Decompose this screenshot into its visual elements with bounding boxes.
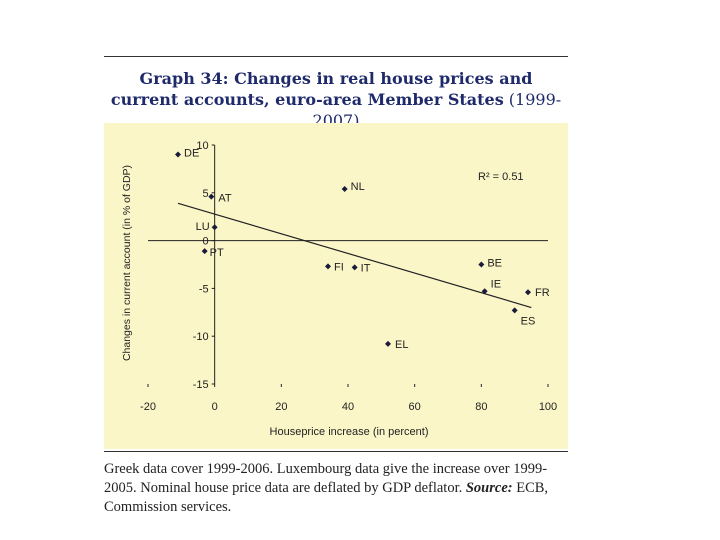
point-label-fi: FI — [334, 261, 344, 273]
x-tick-label: 40 — [342, 401, 354, 413]
point-label-ie: IE — [491, 278, 501, 290]
y-tick-label: -5 — [199, 283, 209, 295]
point-label-fr: FR — [535, 287, 550, 299]
y-tick-label: 10 — [196, 140, 208, 152]
scatter-chart: Changes in current account (in % of GDP)… — [121, 140, 557, 438]
x-tick-label: 0 — [212, 401, 218, 413]
data-point-be — [478, 261, 485, 268]
data-point-lu — [211, 224, 218, 231]
point-label-nl: NL — [351, 181, 365, 193]
trend-line — [177, 202, 532, 309]
point-label-de: DE — [184, 148, 199, 160]
x-axis-label: Houseprice increase (in percent) — [270, 426, 429, 438]
data-point-de — [175, 151, 181, 158]
data-point-es — [511, 307, 518, 314]
data-point-nl — [341, 185, 348, 192]
y-tick-label: 5 — [203, 188, 209, 200]
source-label: Source: — [465, 480, 513, 496]
figure-title: Graph 34: Changes in real house prices a… — [104, 68, 568, 131]
x-tick-label: 60 — [409, 401, 421, 413]
data-point-it — [351, 264, 358, 271]
data-point-at — [208, 193, 215, 200]
x-tick-label: 20 — [275, 401, 287, 413]
point-label-be: BE — [487, 258, 502, 270]
top-rule — [104, 56, 568, 57]
point-label-pt: PT — [210, 247, 224, 259]
data-point-el — [385, 340, 391, 347]
bottom-rule — [104, 451, 568, 452]
y-axis-label: Changes in current account (in % of GDP) — [121, 165, 133, 361]
point-label-at: AT — [218, 193, 232, 205]
notes-text: Greek data cover 1999-2006. Luxembourg d… — [104, 461, 548, 496]
point-label-lu: LU — [196, 221, 210, 233]
y-tick-label: -10 — [193, 331, 209, 343]
y-tick-label: 0 — [203, 236, 209, 248]
point-label-es: ES — [521, 315, 536, 327]
data-point-ie — [481, 288, 488, 295]
y-tick-label: -15 — [193, 379, 209, 391]
source-text: ECB, Commission services. — [104, 480, 549, 515]
r-squared-annotation: R² = 0.51 — [478, 171, 524, 183]
x-tick-label: -20 — [140, 401, 156, 413]
x-tick-label: 100 — [539, 401, 557, 413]
data-point-fi — [325, 263, 331, 270]
point-label-el: EL — [395, 339, 408, 351]
data-point-pt — [201, 248, 208, 255]
figure-notes: Greek data cover 1999-2006. Luxembourg d… — [104, 460, 574, 517]
figure-title-main: Graph 34: Changes in real house prices a… — [110, 69, 533, 109]
point-label-it: IT — [361, 262, 371, 274]
chart-panel: Changes in current account (in % of GDP)… — [104, 123, 568, 449]
data-point-fr — [525, 289, 531, 296]
x-tick-label: 80 — [475, 401, 487, 413]
